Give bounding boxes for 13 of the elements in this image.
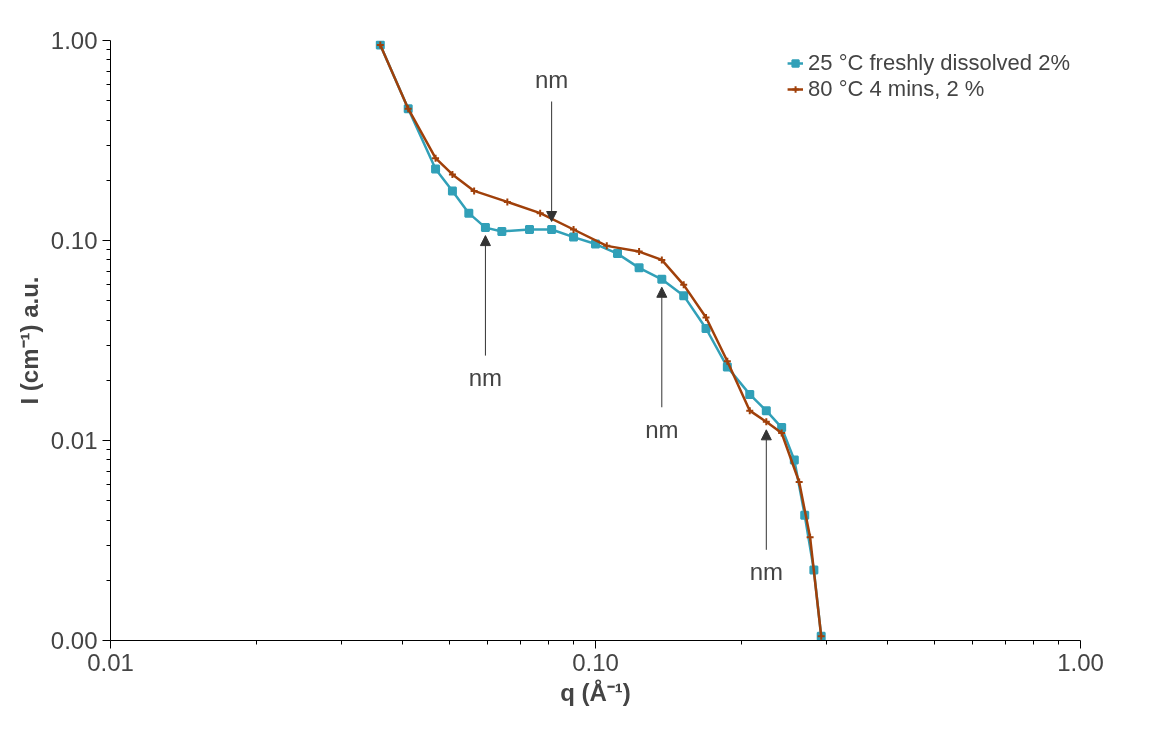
x-tick-label: 0.10 [572,648,619,676]
annotation: nm [468,364,503,392]
y-tick-label: 0.01 [50,427,98,454]
y-tick-label: 0.10 [50,227,98,254]
annotation: nm [645,415,679,443]
y-tick-label: 1.00 [50,27,98,54]
legend-label: 25 °C freshly dissolved 2% [808,50,1070,76]
annotation: nm [534,66,569,93]
y-axis-title: I (cm⁻¹) a.u. [15,276,43,405]
annotation: nm [749,558,783,586]
x-tick-label: 1.00 [1057,648,1104,676]
legend-label: 80 °C 4 mins, 2 % [808,76,985,102]
x-axis-title: q (Å⁻¹) [560,678,631,706]
